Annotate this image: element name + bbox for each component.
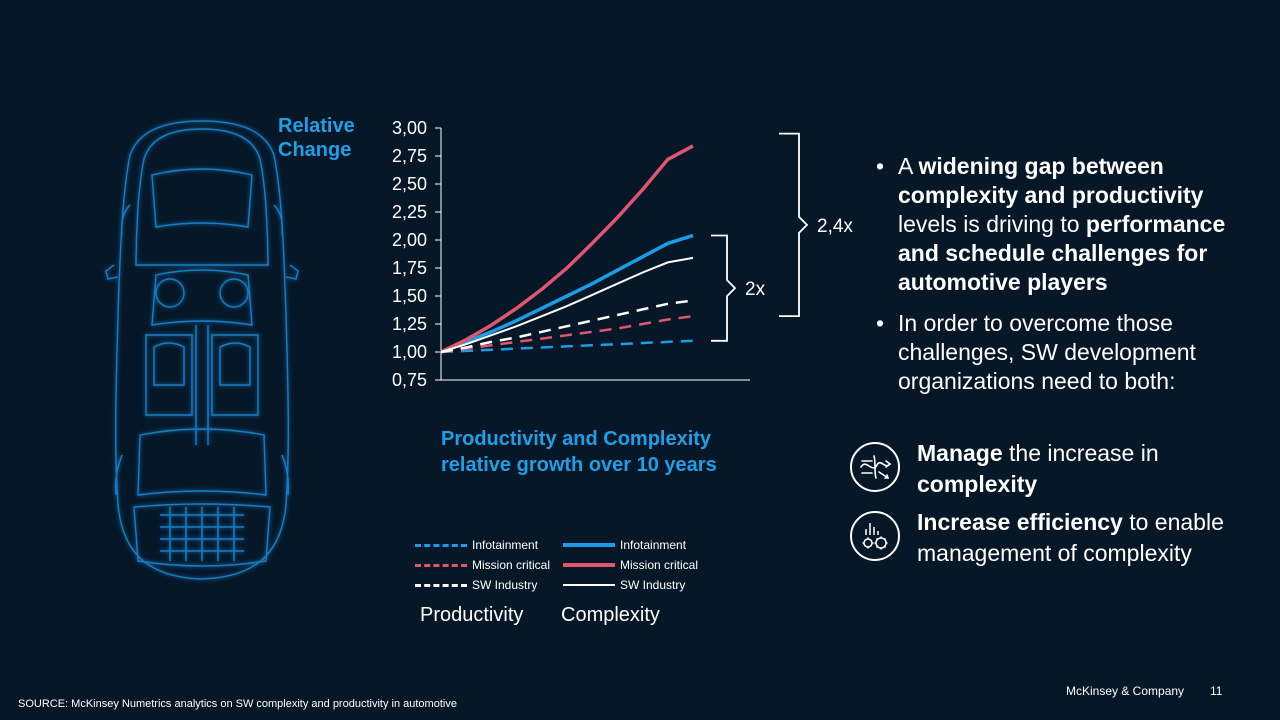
car-xray-image [105,120,299,580]
bullet-text: A [898,153,919,179]
action-text: Increase efficiency to enable management… [917,507,1257,569]
legend-item-productivity-sw-industry: SW Industry [415,577,615,593]
bullet-dot: • [876,310,885,336]
bracket-label: 2,4x [817,216,853,237]
legend-item-complexity-sw-industry: SW Industry [563,577,763,593]
series-line-productivity-sw-industry [440,299,694,354]
legend-swatch [563,563,615,567]
legend-swatch [563,584,615,586]
action-text: Manage the increase in complexity [917,438,1257,500]
y-tick-label: 1,00 [392,342,427,362]
y-tick-label: 1,25 [392,314,427,334]
action-increase-efficiency: Increase efficiency to enable management… [850,507,1260,569]
legend-label: Mission critical [620,558,699,572]
chart-caption-line-2: relative growth over 10 years [441,454,717,476]
action-manage-complexity: Manage the increase in complexity [850,438,1260,500]
y-tick-label: 2,75 [392,146,427,166]
bracket-label: 2x [745,279,766,300]
bullet-text: widening gap between complexity and prod… [898,153,1204,208]
legend-item-complexity-infotainment: Infotainment [563,537,763,553]
legend-swatch [563,543,615,547]
bullet-text: In order to overcome those challenges, S… [898,310,1196,394]
legend-group-productivity: Productivity [420,604,524,626]
chart-caption-line-1: Productivity and Complexity [441,428,712,450]
y-axis-title: Relative Change [278,115,355,161]
legend-swatch [415,583,467,587]
action-bold: Manage [917,440,1003,466]
source-note: SOURCE: McKinsey Numetrics analytics on … [18,698,457,710]
bracket-annotation [711,234,737,342]
legend-label: SW Industry [620,578,686,592]
y-tick-label: 1,75 [392,258,427,278]
y-tick-label: 0,75 [392,370,427,390]
bullet-list: • A widening gap between complexity and p… [876,152,1256,408]
y-tick-label: 1,50 [392,286,427,306]
series-line-productivity-infotainment [440,339,694,354]
action-bold: Increase efficiency [917,509,1123,535]
legend-swatch [415,563,467,567]
legend-item-productivity-mission-critical: Mission critical [415,557,615,573]
legend-swatch [415,543,467,547]
chart-caption: Productivity and Complexity relative gro… [441,426,717,478]
bullet-dot: • [876,153,885,179]
bracket-annotation [779,132,809,318]
efficiency-gears-icon [850,511,900,561]
action-text-part: the increase in [1002,440,1159,466]
series-line-complexity-sw-industry [440,256,694,353]
y-tick-label: 3,00 [392,118,427,138]
legend-group-complexity: Complexity [561,604,660,626]
page-number: 11 [1210,684,1223,698]
series-line-complexity-infotainment [440,233,694,354]
bullet-text: performance and schedule challenges for … [898,211,1226,295]
brand-name: McKinsey & Company [1066,684,1185,698]
y-tick-label: 2,00 [392,230,427,250]
legend-label: Infotainment [472,538,539,552]
series-line-productivity-mission-critical [440,314,694,354]
action-text-part: to enable management of complexity [917,509,1224,566]
legend-item-complexity-mission-critical: Mission critical [563,557,763,573]
bullet-text: levels is driving to [898,211,1086,237]
series-line-complexity-mission-critical [440,144,694,354]
legend-label: Mission critical [472,558,551,572]
legend-label: Infotainment [620,538,687,552]
complexity-arrows-icon [850,442,900,492]
bullet-item: • A widening gap between complexity and p… [876,152,1256,297]
legend-item-productivity-infotainment: Infotainment [415,537,615,553]
bullet-item: • In order to overcome those challenges, … [876,309,1256,396]
legend-label: SW Industry [472,578,538,592]
y-tick-label: 2,50 [392,174,427,194]
y-tick-label: 2,25 [392,202,427,222]
action-bold-2: complexity [917,471,1038,497]
